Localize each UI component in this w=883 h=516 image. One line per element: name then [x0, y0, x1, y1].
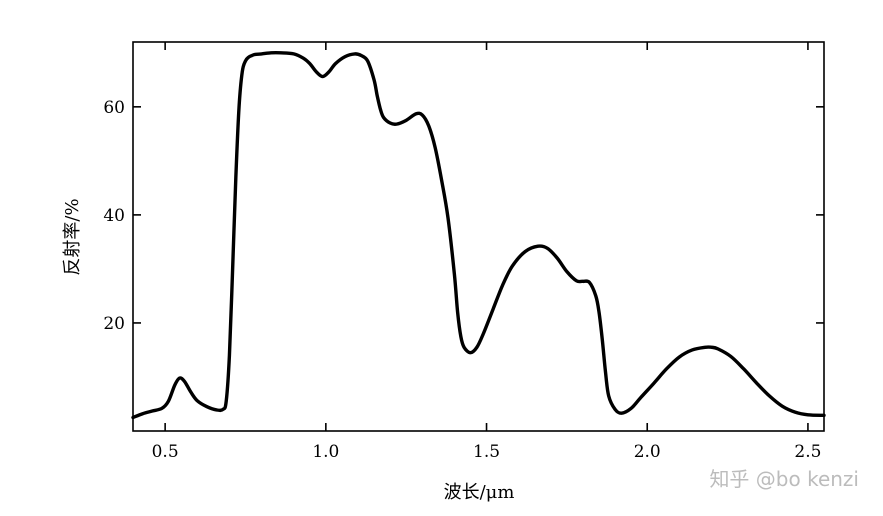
- y-axis-title: 反射率/%: [62, 198, 83, 275]
- y-tick-label: 60: [103, 98, 125, 118]
- y-tick-label: 40: [103, 206, 125, 226]
- x-tick-label: 1.0: [312, 442, 339, 462]
- plot-frame: [132, 41, 825, 432]
- axis-ticks: [133, 42, 824, 431]
- y-tick-label: 20: [103, 314, 125, 334]
- x-tick-label: 0.5: [152, 442, 179, 462]
- x-tick-label: 2.0: [634, 442, 661, 462]
- x-tick-label: 1.5: [473, 442, 500, 462]
- x-tick-label: 2.5: [794, 442, 821, 462]
- tick-labels: 0.5 1.0 1.5 2.0 2.5 20 40 60: [103, 98, 821, 462]
- reflectance-curve: [131, 50, 826, 420]
- watermark: 知乎 @bo kenzi: [709, 467, 859, 491]
- x-axis-title: 波长/μm: [444, 482, 515, 503]
